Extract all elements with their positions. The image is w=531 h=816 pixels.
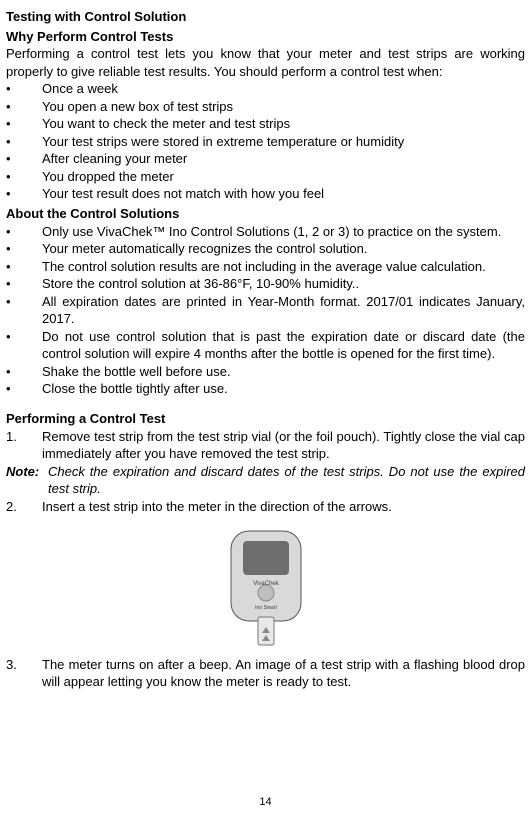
bullet-marker: • (6, 168, 42, 186)
why-intro: Performing a control test lets you know … (6, 45, 525, 80)
step-number: 2. (6, 498, 42, 516)
bullet-text: Your test strips were stored in extreme … (42, 133, 525, 151)
list-item: •You open a new box of test strips (6, 98, 525, 116)
bullet-text: Your meter automatically recognizes the … (42, 240, 525, 258)
bullet-marker: • (6, 115, 42, 133)
bullet-marker: • (6, 328, 42, 363)
bullet-text: Shake the bottle well before use. (42, 363, 525, 381)
step-item: 1. Remove test strip from the test strip… (6, 428, 525, 463)
bullet-marker: • (6, 293, 42, 328)
list-item: •Once a week (6, 80, 525, 98)
perform-steps-2: 2. Insert a test strip into the meter in… (6, 498, 525, 516)
perform-steps: 1. Remove test strip from the test strip… (6, 428, 525, 463)
list-item: •All expiration dates are printed in Yea… (6, 293, 525, 328)
why-bullet-list: •Once a week•You open a new box of test … (6, 80, 525, 203)
bullet-text: After cleaning your meter (42, 150, 525, 168)
list-item: •Your test result does not match with ho… (6, 185, 525, 203)
bullet-marker: • (6, 223, 42, 241)
list-item: •Do not use control solution that is pas… (6, 328, 525, 363)
note-row: Note: Check the expiration and discard d… (6, 463, 525, 498)
page-number: 14 (0, 795, 531, 810)
list-item: •You dropped the meter (6, 168, 525, 186)
bullet-text: Only use VivaChek™ Ino Control Solutions… (42, 223, 525, 241)
list-item: •Only use VivaChek™ Ino Control Solution… (6, 223, 525, 241)
step-text: Insert a test strip into the meter in th… (42, 498, 525, 516)
bullet-text: The control solution results are not inc… (42, 258, 525, 276)
bullet-marker: • (6, 258, 42, 276)
list-item: •You want to check the meter and test st… (6, 115, 525, 133)
bullet-marker: • (6, 363, 42, 381)
meter-icon: VivaChek Ino Smart (201, 519, 331, 649)
page-title: Testing with Control Solution (6, 8, 525, 26)
bullet-text: You dropped the meter (42, 168, 525, 186)
svg-text:VivaChek: VivaChek (253, 581, 280, 587)
list-item: •The control solution results are not in… (6, 258, 525, 276)
svg-text:Ino Smart: Ino Smart (255, 605, 277, 611)
bullet-marker: • (6, 80, 42, 98)
list-item: •After cleaning your meter (6, 150, 525, 168)
bullet-text: You want to check the meter and test str… (42, 115, 525, 133)
bullet-marker: • (6, 240, 42, 258)
step-item: 2. Insert a test strip into the meter in… (6, 498, 525, 516)
bullet-marker: • (6, 380, 42, 398)
bullet-text: Do not use control solution that is past… (42, 328, 525, 363)
bullet-text: Your test result does not match with how… (42, 185, 525, 203)
list-item: •Shake the bottle well before use. (6, 363, 525, 381)
step-text: Remove test strip from the test strip vi… (42, 428, 525, 463)
perform-steps-3: 3. The meter turns on after a beep. An i… (6, 656, 525, 691)
bullet-text: Once a week (42, 80, 525, 98)
bullet-marker: • (6, 98, 42, 116)
bullet-marker: • (6, 133, 42, 151)
bullet-marker: • (6, 275, 42, 293)
bullet-text: You open a new box of test strips (42, 98, 525, 116)
list-item: •Your meter automatically recognizes the… (6, 240, 525, 258)
step-text: The meter turns on after a beep. An imag… (42, 656, 525, 691)
note-text: Check the expiration and discard dates o… (48, 463, 525, 498)
list-item: •Store the control solution at 36-86°F, … (6, 275, 525, 293)
about-heading: About the Control Solutions (6, 205, 525, 223)
list-item: •Close the bottle tightly after use. (6, 380, 525, 398)
perform-heading: Performing a Control Test (6, 410, 525, 428)
note-label: Note: (6, 463, 48, 498)
why-heading: Why Perform Control Tests (6, 28, 525, 46)
about-bullet-list: •Only use VivaChek™ Ino Control Solution… (6, 223, 525, 398)
step-number: 1. (6, 428, 42, 463)
list-item: •Your test strips were stored in extreme… (6, 133, 525, 151)
step-number: 3. (6, 656, 42, 691)
bullet-marker: • (6, 185, 42, 203)
bullet-text: Close the bottle tightly after use. (42, 380, 525, 398)
bullet-marker: • (6, 150, 42, 168)
bullet-text: All expiration dates are printed in Year… (42, 293, 525, 328)
meter-image-wrap: VivaChek Ino Smart (6, 519, 525, 654)
step-item: 3. The meter turns on after a beep. An i… (6, 656, 525, 691)
bullet-text: Store the control solution at 36-86°F, 1… (42, 275, 525, 293)
